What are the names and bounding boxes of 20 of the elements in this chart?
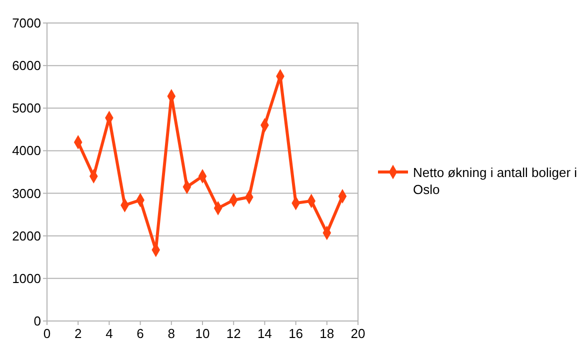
- y-tick-label: 5000: [12, 100, 41, 116]
- x-tick-label: 20: [350, 326, 366, 341]
- x-tick-label: 10: [195, 326, 210, 341]
- y-tick-label: 6000: [12, 58, 41, 74]
- x-tick-label: 0: [43, 326, 51, 341]
- x-tick-label: 4: [106, 326, 113, 341]
- y-tick-label: 7000: [12, 16, 41, 30]
- x-tick-label: 16: [288, 326, 304, 341]
- y-tick-label: 0: [34, 314, 41, 328]
- x-tick-label: 6: [136, 326, 144, 341]
- y-tick-label: 1000: [12, 270, 41, 286]
- x-tick-label: 18: [320, 326, 334, 341]
- y-tick-label: 4000: [12, 143, 41, 158]
- x-tick-label: 8: [168, 326, 176, 341]
- x-tick-label: 14: [257, 326, 272, 341]
- y-tick-label: 2000: [12, 228, 41, 244]
- x-tick-label: 12: [226, 326, 241, 341]
- legend-label: Netto økning i antall boliger i Oslo: [413, 165, 578, 197]
- x-tick-label: 2: [74, 326, 82, 341]
- y-tick-label: 3000: [12, 186, 41, 201]
